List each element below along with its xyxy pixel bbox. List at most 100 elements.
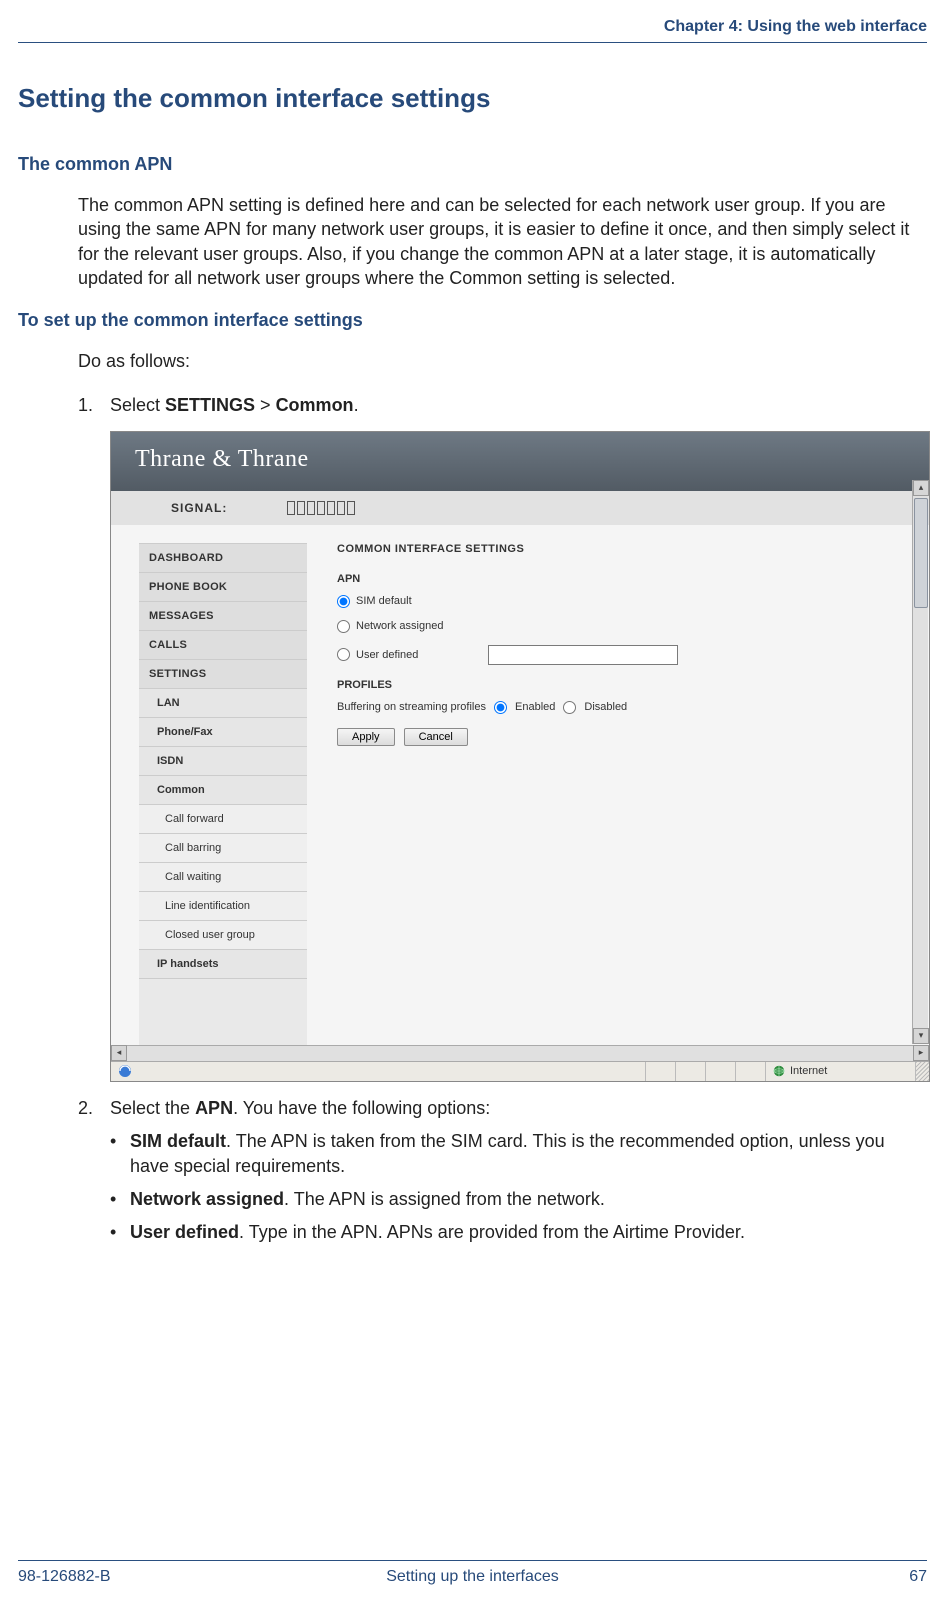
bullet-user-defined: User defined. Type in the APN. APNs are … (110, 1220, 917, 1245)
profiles-enabled-radio[interactable] (494, 701, 507, 714)
nav-call-barring[interactable]: Call barring (139, 834, 307, 863)
do-as-follows: Do as follows: (78, 349, 917, 373)
apply-button[interactable]: Apply (337, 728, 395, 746)
section-heading-apn: The common APN (18, 154, 927, 175)
bullet-net-bold: Network assigned (130, 1189, 284, 1209)
footer-section: Setting up the interfaces (18, 1568, 927, 1586)
bullet-sim-bold: SIM default (130, 1131, 226, 1151)
apn-user-defined-label: User defined (356, 649, 418, 661)
scroll-down-icon[interactable]: ▾ (913, 1028, 929, 1044)
step-text: Select SETTINGS > Common. (110, 393, 359, 418)
nav-ip-handsets[interactable]: IP handsets (139, 950, 307, 979)
profiles-disabled-radio[interactable] (563, 701, 576, 714)
nav-messages[interactable]: MESSAGES (139, 602, 307, 631)
apn-user-defined-radio[interactable] (337, 648, 350, 661)
nav-dashboard[interactable]: DASHBOARD (139, 544, 307, 573)
globe-icon (772, 1064, 786, 1078)
step1-common: Common (276, 395, 354, 415)
apn-sim-default-row: SIM default (337, 595, 909, 608)
step1-sep: > (255, 395, 276, 415)
step-1: 1. Select SETTINGS > Common. (78, 393, 917, 418)
page-title: Setting the common interface settings (18, 83, 927, 114)
apn-network-assigned-row: Network assigned (337, 620, 909, 633)
signal-row: SIGNAL: (111, 491, 929, 525)
apn-user-defined-row: User defined (337, 645, 909, 665)
section-heading-setup: To set up the common interface settings (18, 310, 927, 331)
step2-apn: APN (195, 1098, 233, 1118)
panel-title: COMMON INTERFACE SETTINGS (337, 543, 909, 555)
status-internet-label: Internet (790, 1065, 827, 1077)
resize-grip[interactable] (915, 1062, 929, 1081)
signal-bar (287, 501, 295, 515)
screenshot-figure: Thrane & Thrane SIGNAL: DA (110, 431, 930, 1082)
signal-bar (307, 501, 315, 515)
nav-phone-fax[interactable]: Phone/Fax (139, 718, 307, 747)
signal-bar (327, 501, 335, 515)
step2-post: . You have the following options: (233, 1098, 490, 1118)
bullet-net-text: . The APN is assigned from the network. (284, 1189, 605, 1209)
cancel-button[interactable]: Cancel (404, 728, 468, 746)
status-cell (675, 1062, 705, 1081)
nav-call-waiting[interactable]: Call waiting (139, 863, 307, 892)
signal-bars (287, 501, 355, 515)
nav-line-identification[interactable]: Line identification (139, 892, 307, 921)
step2-pre: Select the (110, 1098, 195, 1118)
nav-isdn[interactable]: ISDN (139, 747, 307, 776)
profiles-row: Buffering on streaming profiles Enabled … (337, 701, 909, 714)
signal-bar (317, 501, 325, 515)
bullet-ud-text: . Type in the APN. APNs are provided fro… (239, 1222, 745, 1242)
bullet-sim-text: . The APN is taken from the SIM card. Th… (130, 1131, 885, 1176)
horizontal-scrollbar[interactable]: ◂ ▸ (111, 1045, 929, 1061)
bullet-text: Network assigned. The APN is assigned fr… (130, 1187, 605, 1212)
nav-sidebar: DASHBOARD PHONE BOOK MESSAGES CALLS SETT… (139, 543, 307, 1045)
profiles-section-label: PROFILES (337, 679, 909, 691)
apn-user-defined-input[interactable] (488, 645, 678, 665)
status-zone: Internet (765, 1062, 915, 1081)
button-row: Apply Cancel (337, 728, 909, 746)
nav-lan[interactable]: LAN (139, 689, 307, 718)
scroll-thumb[interactable] (914, 498, 928, 608)
ie-icon (117, 1063, 133, 1079)
nav-closed-user-group[interactable]: Closed user group (139, 921, 307, 950)
page-footer: 98-126882-B Setting up the interfaces 67 (18, 1568, 927, 1586)
scroll-right-icon[interactable]: ▸ (913, 1045, 929, 1061)
status-cell (645, 1062, 675, 1081)
bullet-ud-bold: User defined (130, 1222, 239, 1242)
step-number: 1. (78, 393, 110, 418)
nav-phone-book[interactable]: PHONE BOOK (139, 573, 307, 602)
signal-bar (337, 501, 345, 515)
brand-bar: Thrane & Thrane (111, 432, 929, 491)
bullet-text: User defined. Type in the APN. APNs are … (130, 1220, 745, 1245)
bullet-sim-default: SIM default. The APN is taken from the S… (110, 1129, 917, 1179)
nav-common[interactable]: Common (139, 776, 307, 805)
step1-settings: SETTINGS (165, 395, 255, 415)
scroll-left-icon[interactable]: ◂ (111, 1045, 127, 1061)
apn-sim-default-radio[interactable] (337, 595, 350, 608)
profiles-text: Buffering on streaming profiles (337, 701, 486, 713)
vertical-scrollbar[interactable]: ▴ ▾ (912, 480, 928, 1044)
apn-sim-default-label: SIM default (356, 595, 412, 607)
nav-calls[interactable]: CALLS (139, 631, 307, 660)
bullet-network-assigned: Network assigned. The APN is assigned fr… (110, 1187, 917, 1212)
status-cell (705, 1062, 735, 1081)
main-panel: COMMON INTERFACE SETTINGS APN SIM defaul… (307, 525, 929, 1045)
profiles-enabled-label: Enabled (515, 701, 555, 713)
step-text: Select the APN. You have the following o… (110, 1096, 490, 1121)
apn-network-assigned-label: Network assigned (356, 620, 443, 632)
status-cell (735, 1062, 765, 1081)
profiles-disabled-label: Disabled (584, 701, 627, 713)
signal-bar (347, 501, 355, 515)
nav-settings[interactable]: SETTINGS (139, 660, 307, 689)
apn-section-label: APN (337, 573, 909, 585)
signal-bar (297, 501, 305, 515)
apn-network-assigned-radio[interactable] (337, 620, 350, 633)
step1-post: . (354, 395, 359, 415)
signal-label: SIGNAL: (171, 501, 227, 515)
apn-description: The common APN setting is defined here a… (78, 193, 917, 290)
scroll-up-icon[interactable]: ▴ (913, 480, 929, 496)
status-bar: Internet (111, 1061, 929, 1081)
bullet-text: SIM default. The APN is taken from the S… (130, 1129, 917, 1179)
nav-call-forward[interactable]: Call forward (139, 805, 307, 834)
step1-pre: Select (110, 395, 165, 415)
step-number: 2. (78, 1096, 110, 1121)
